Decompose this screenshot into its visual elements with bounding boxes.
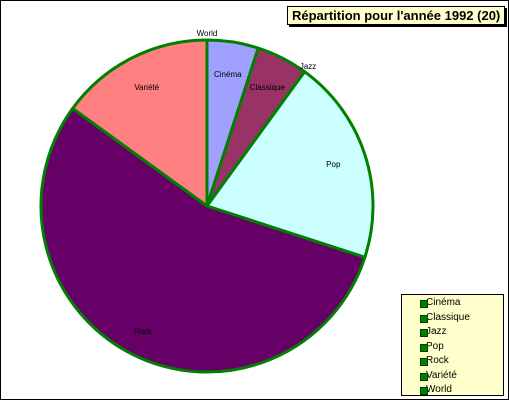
legend: Cinéma Classique Jazz Pop Rock Variété World — [401, 294, 504, 396]
legend-item: Pop — [420, 340, 503, 355]
legend-item: Classique — [420, 311, 503, 326]
slice-label: Rock — [134, 327, 153, 336]
legend-swatch — [420, 314, 428, 323]
legend-label: Jazz — [426, 326, 447, 337]
legend-swatch — [420, 372, 428, 381]
slice-label: Jazz — [300, 62, 316, 71]
legend-label: Pop — [426, 340, 444, 352]
slice-label: Pop — [326, 160, 341, 169]
legend-label: Variété — [426, 369, 457, 381]
slice-label: World — [197, 29, 218, 38]
legend-swatch — [420, 300, 428, 308]
chart-title: Répartition pour l'année 1992 (20) — [287, 6, 506, 25]
legend-swatch — [420, 358, 428, 366]
legend-label: Cinéma — [426, 297, 461, 308]
legend-label: World — [426, 384, 452, 395]
legend-item: World — [420, 383, 503, 398]
pie-slice — [71, 38, 209, 208]
legend-label: Classique — [426, 311, 470, 323]
pie-slice — [205, 70, 375, 259]
legend-swatch — [420, 343, 428, 352]
legend-item: Jazz — [420, 325, 503, 340]
pie-slice — [39, 106, 367, 374]
slice-label: Cinéma — [214, 70, 242, 79]
legend-item: Variété — [420, 369, 503, 384]
legend-item: Rock — [420, 354, 503, 369]
legend-swatch — [420, 387, 428, 395]
legend-label: Rock — [426, 355, 449, 366]
legend-item: Cinéma — [420, 296, 503, 311]
legend-swatch — [420, 329, 428, 337]
slice-label: Classique — [250, 83, 286, 92]
slice-label: Variété — [134, 83, 159, 92]
